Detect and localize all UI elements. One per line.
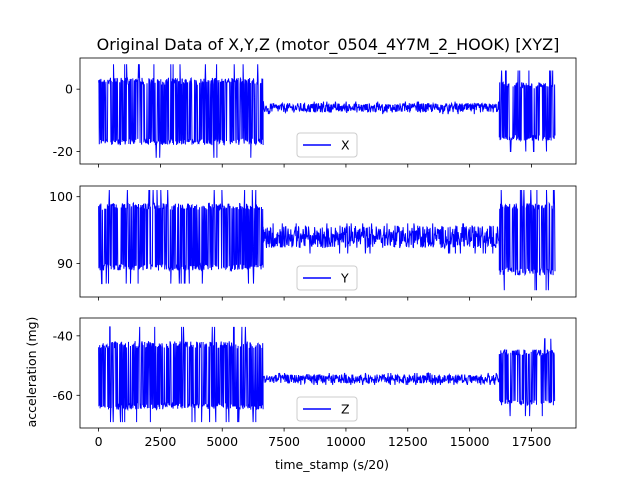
- legend-y: Y: [296, 265, 358, 291]
- y-tick-label: -20: [53, 144, 73, 159]
- x-tick-label: 15000: [450, 434, 490, 449]
- x-tick-label: 12500: [388, 434, 428, 449]
- x-tick-label: 5000: [206, 434, 238, 449]
- axes-frame-y: [79, 185, 577, 298]
- chart-title: Original Data of X,Y,Z (motor_0504_4Y7M_…: [97, 35, 560, 55]
- y-tick-label: -40: [53, 328, 73, 343]
- z-subplot: -40 -60 0 2500 5000 7500 10000 12500 15000 17500 Z: [53, 317, 577, 449]
- y-tick-label: -60: [53, 388, 73, 403]
- legend-label: X: [341, 138, 350, 153]
- series-line-z: [98, 326, 556, 423]
- y-tick-label: 0: [65, 82, 73, 97]
- legend-z: Z: [296, 396, 358, 422]
- legend-label: Y: [340, 271, 349, 286]
- y-tick-label: 90: [57, 256, 73, 271]
- x-tick-label: 0: [95, 434, 103, 449]
- axes-frame-x: [79, 57, 577, 165]
- x-axis-label: time_stamp (s/20): [275, 457, 389, 472]
- x-tick-label: 17500: [512, 434, 552, 449]
- x-subplot: 0 -20 X: [53, 57, 577, 168]
- y-tick-label: 100: [49, 189, 73, 204]
- x-tick-label: 7500: [268, 434, 300, 449]
- axes-frame-z: [79, 317, 577, 429]
- legend-label: Z: [341, 402, 350, 417]
- series-line-y: [98, 189, 556, 291]
- x-tick-label: 10000: [326, 434, 366, 449]
- z-axis-label: acceleration (mg): [24, 317, 39, 428]
- y-subplot: 90 100 Y: [49, 185, 577, 301]
- x-tick-label: 2500: [144, 434, 176, 449]
- series-line-x: [98, 64, 556, 158]
- legend-x: X: [296, 132, 358, 158]
